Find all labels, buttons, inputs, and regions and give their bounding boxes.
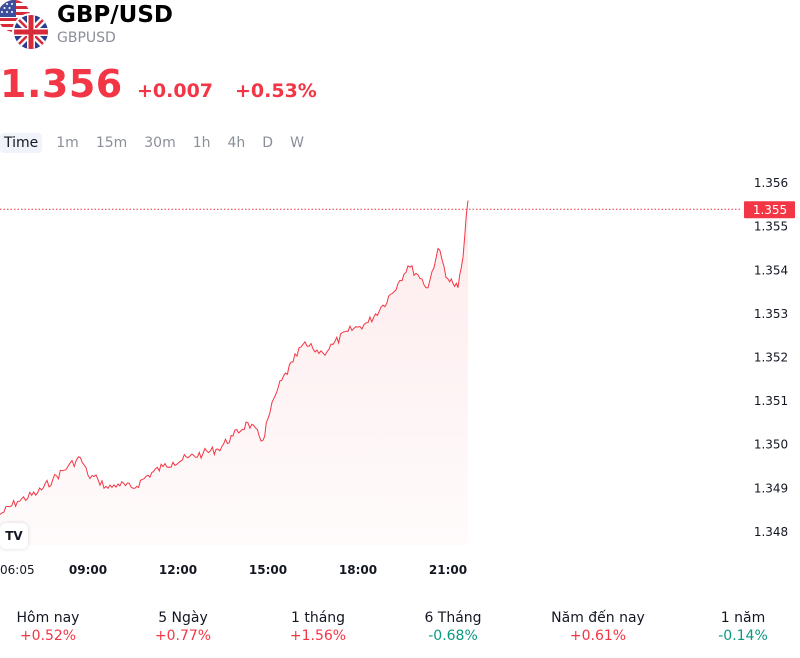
price-line	[0, 200, 469, 515]
perf-6-months[interactable]: 6 Tháng -0.68%	[388, 610, 518, 644]
timeframe-day[interactable]: D	[262, 135, 274, 151]
perf-label: Hôm nay	[16, 610, 80, 626]
perf-value: -0.68%	[428, 628, 478, 644]
timeframe-1m[interactable]: 1m	[56, 135, 79, 151]
y-tick-label: 1.352	[754, 351, 788, 365]
perf-value: +1.56%	[289, 628, 347, 644]
y-tick-label: 1.350	[754, 438, 788, 452]
x-tick-label: 09:00	[69, 563, 107, 577]
perf-value: -0.14%	[718, 628, 768, 644]
current-price-tag	[744, 201, 795, 219]
x-tick-label: 15:00	[249, 563, 287, 577]
y-tick-label: 1.356	[754, 176, 788, 190]
perf-value: +0.77%	[154, 628, 212, 644]
timeframe-4h[interactable]: 4h	[227, 135, 246, 151]
price-chart[interactable]: 1.355 1.356 1.355 1.354 1.353 1.352 1.351 1.350…	[0, 160, 800, 590]
price-change-percent: +0.53%	[235, 80, 317, 102]
perf-label: 1 tháng	[290, 610, 346, 626]
x-tick-label: 06:05	[0, 563, 35, 577]
y-tick-label: 1.351	[754, 394, 788, 408]
y-tick-label: 1.354	[754, 263, 788, 277]
timeframe-1h[interactable]: 1h	[192, 135, 211, 151]
perf-value: +0.61%	[569, 628, 627, 644]
price-change-absolute: +0.007	[137, 80, 214, 102]
y-tick-label: 1.349	[754, 481, 788, 495]
perf-label: 1 năm	[720, 610, 766, 626]
perf-1-month[interactable]: 1 tháng +1.56%	[253, 610, 383, 644]
symbol-code: GBPUSD	[57, 30, 116, 46]
perf-1-year[interactable]: 1 năm -0.14%	[678, 610, 800, 644]
x-tick-label: 18:00	[339, 563, 377, 577]
perf-ytd[interactable]: Năm đến nay +0.61%	[533, 610, 663, 644]
y-tick-label: 1.353	[754, 307, 788, 321]
perf-today[interactable]: Hôm nay +0.52%	[0, 610, 113, 644]
perf-5-days[interactable]: 5 Ngày +0.77%	[118, 610, 248, 644]
y-tick-label: 1.355	[754, 220, 788, 234]
uk-flag-icon	[14, 15, 48, 49]
timeframe-30m[interactable]: 30m	[144, 135, 176, 151]
x-tick-label: 21:00	[429, 563, 467, 577]
symbol-title: GBP/USD	[57, 2, 173, 28]
perf-value: +0.52%	[19, 628, 77, 644]
price-area	[0, 200, 468, 545]
perf-label: Năm đến nay	[551, 610, 645, 626]
x-tick-label: 12:00	[159, 563, 197, 577]
timeframe-15m[interactable]: 15m	[95, 135, 128, 151]
y-tick-label: 1.348	[754, 525, 788, 539]
timeframe-time[interactable]: Time	[0, 133, 43, 153]
timeframe-week[interactable]: W	[290, 135, 304, 151]
current-price: 1.356	[0, 62, 123, 106]
perf-label: 5 Ngày	[158, 610, 208, 626]
tradingview-logo[interactable]: TV	[0, 523, 28, 549]
performance-strip: Hôm nay +0.52% 5 Ngày +0.77% 1 tháng +1.…	[0, 610, 800, 650]
timeframe-selector: Time 1m 15m 30m 1h 4h D W	[0, 133, 313, 153]
current-price-tag-label: 1.355	[753, 203, 787, 217]
perf-label: 6 Tháng	[424, 610, 482, 626]
